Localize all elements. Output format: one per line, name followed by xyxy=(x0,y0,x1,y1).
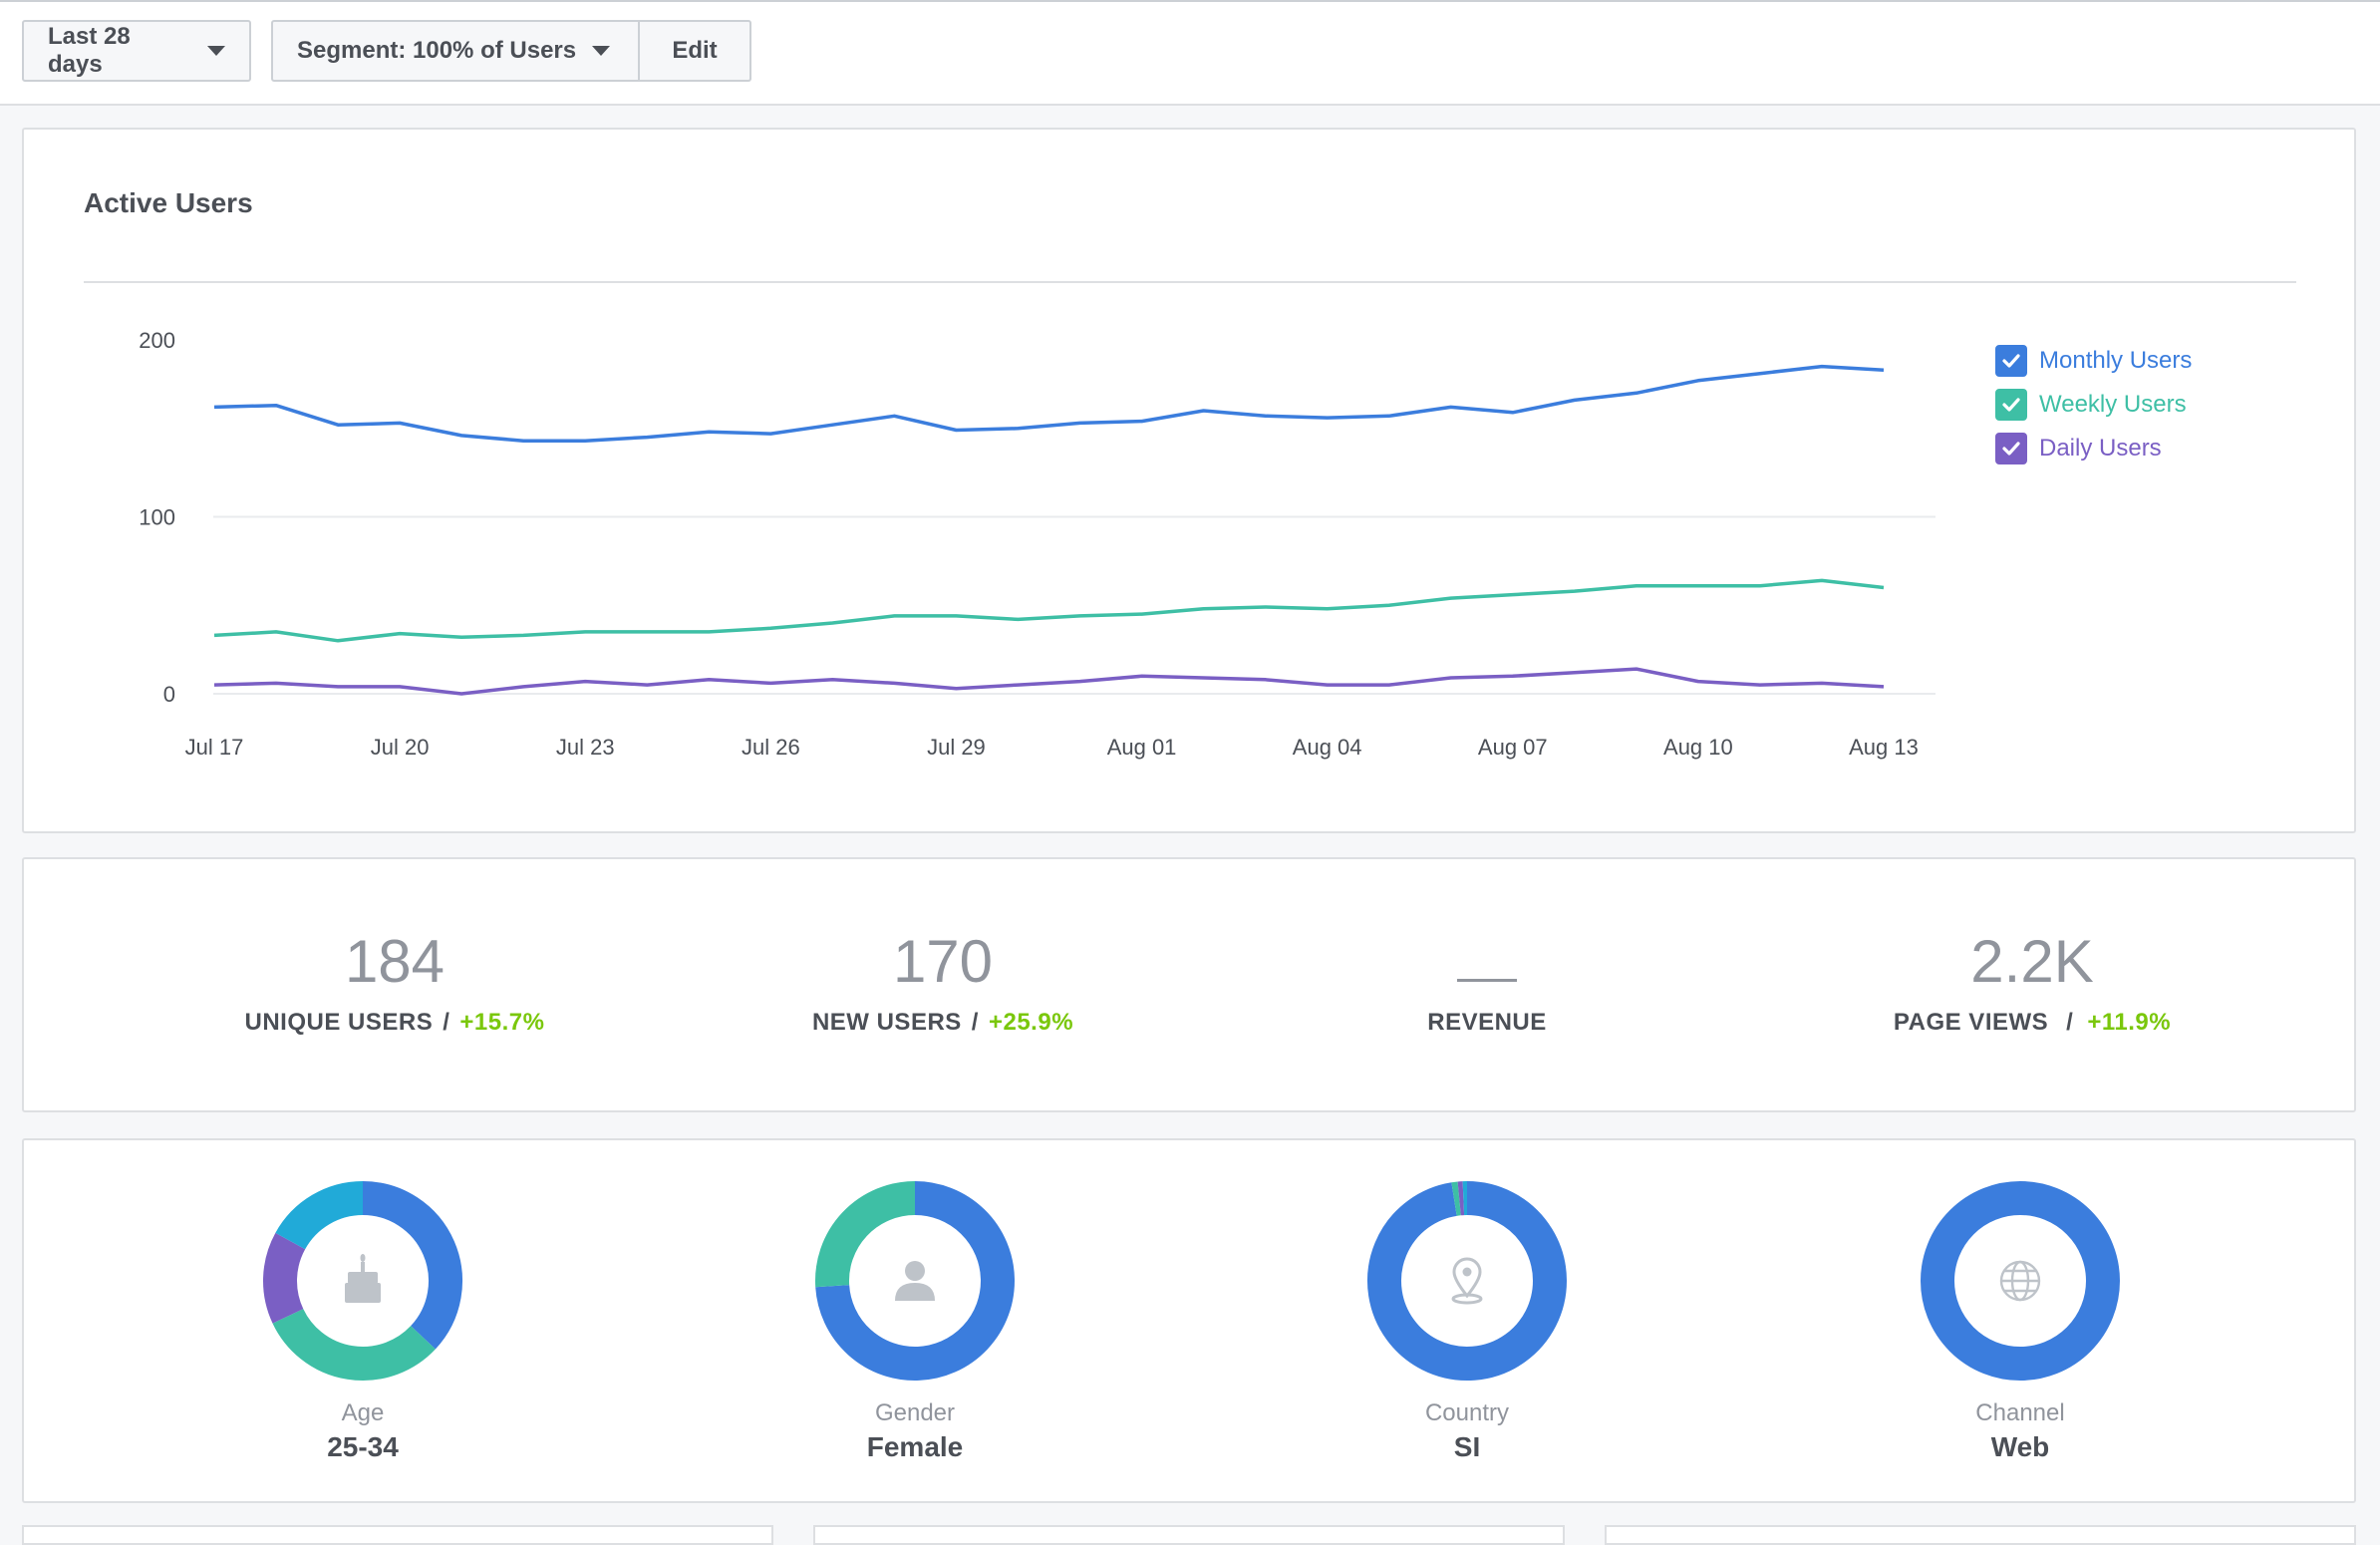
x-tick-label: Jul 23 xyxy=(556,735,615,760)
empty-value-dash xyxy=(1457,979,1517,982)
stat-label-row: PAGE VIEWS / +11.9% xyxy=(1783,1009,2281,1037)
age-donut-chart xyxy=(258,1176,467,1386)
date-range-dropdown[interactable]: Last 28 days xyxy=(22,20,251,82)
demographic-channel[interactable]: Channel Web xyxy=(1871,1176,2170,1463)
donut-segment xyxy=(288,1316,424,1364)
cake-icon xyxy=(345,1254,381,1303)
chevron-down-icon xyxy=(592,46,610,56)
checkbox-checked-icon[interactable] xyxy=(1995,345,2027,377)
donut-segment xyxy=(1454,1198,1459,1199)
y-tick-label: 100 xyxy=(139,505,175,530)
stat-value: 170 xyxy=(694,927,1192,997)
checkbox-checked-icon[interactable] xyxy=(1995,433,2027,464)
x-tick-label: Jul 29 xyxy=(927,735,986,760)
bottom-card-right xyxy=(1605,1525,2356,1545)
demographic-category: Channel xyxy=(1871,1399,2170,1427)
y-tick-label: 200 xyxy=(139,328,175,353)
series-line-daily-users[interactable] xyxy=(214,669,1884,694)
legend-label: Monthly Users xyxy=(2039,347,2192,375)
edit-label: Edit xyxy=(672,37,717,65)
demographic-value: SI xyxy=(1318,1431,1617,1463)
legend-item-weekly-users[interactable]: Weekly Users xyxy=(1995,383,2192,427)
stat-value: 2.2K xyxy=(1783,927,2281,997)
stat-change: +25.9% xyxy=(989,1009,1073,1036)
x-tick-label: Jul 26 xyxy=(742,735,800,760)
legend-label: Daily Users xyxy=(2039,435,2162,463)
demographic-gender[interactable]: Gender Female xyxy=(765,1176,1064,1463)
series-line-weekly-users[interactable] xyxy=(214,580,1884,640)
stat-label: NEW USERS xyxy=(812,1009,962,1036)
demographic-value: 25-34 xyxy=(213,1431,512,1463)
x-tick-label: Aug 07 xyxy=(1478,735,1548,760)
donut-segment xyxy=(832,1198,915,1286)
stat-page-views: 2.2K PAGE VIEWS / +11.9% xyxy=(1783,927,2281,1037)
stat-change: +11.9% xyxy=(2087,1009,2171,1036)
summary-stats-card: 184 UNIQUE USERS / +15.7% 170 NEW USERS / +2… xyxy=(22,857,2356,1112)
country-donut-chart xyxy=(1362,1176,1572,1386)
legend-label: Weekly Users xyxy=(2039,391,2187,419)
stat-label-row: NEW USERS / +25.9% xyxy=(694,1009,1192,1037)
stat-change: +15.7% xyxy=(459,1009,544,1036)
stat-label: REVENUE xyxy=(1427,1009,1547,1036)
stat-separator: / xyxy=(972,1009,979,1036)
demographic-age[interactable]: Age 25-34 xyxy=(213,1176,512,1463)
legend-item-monthly-users[interactable]: Monthly Users xyxy=(1995,339,2192,383)
segment-dropdown[interactable]: Segment: 100% of Users xyxy=(271,20,640,82)
segment-label: Segment: 100% of Users xyxy=(297,37,576,65)
demographic-country[interactable]: Country SI xyxy=(1318,1176,1617,1463)
x-tick-label: Jul 17 xyxy=(185,735,244,760)
stat-separator: / xyxy=(2066,1009,2073,1036)
x-tick-label: Aug 04 xyxy=(1293,735,1362,760)
stat-value: 184 xyxy=(146,927,644,997)
checkbox-checked-icon[interactable] xyxy=(1995,389,2027,421)
stat-revenue: REVENUE xyxy=(1238,927,1736,1037)
location-pin-icon xyxy=(1453,1259,1481,1303)
toolbar: Last 28 days Segment: 100% of Users Edit xyxy=(0,2,2380,106)
demographics-card: Age 25-34 Gender Female Country SI xyxy=(22,1138,2356,1503)
stat-label: UNIQUE USERS xyxy=(245,1009,434,1036)
y-tick-label: 0 xyxy=(163,682,175,707)
channel-donut-chart xyxy=(1916,1176,2125,1386)
x-tick-label: Aug 10 xyxy=(1663,735,1733,760)
chevron-down-icon xyxy=(207,46,225,56)
demographic-category: Gender xyxy=(765,1399,1064,1427)
stat-label-row: UNIQUE USERS / +15.7% xyxy=(146,1009,644,1037)
date-range-label: Last 28 days xyxy=(48,23,191,79)
gender-donut-chart xyxy=(810,1176,1020,1386)
edit-segment-button[interactable]: Edit xyxy=(640,20,751,82)
stat-new-users: 170 NEW USERS / +25.9% xyxy=(694,927,1192,1037)
donut-segment xyxy=(280,1241,290,1316)
active-users-line-chart: 0 100 200 Jul 17 Jul 20 Jul 23 Jul 26 Jul 29 Au… xyxy=(24,130,2354,831)
demographic-category: Country xyxy=(1318,1399,1617,1427)
donut-segment xyxy=(290,1198,363,1241)
donut-segment xyxy=(1384,1198,1550,1364)
x-tick-label: Aug 01 xyxy=(1107,735,1177,760)
demographic-value: Web xyxy=(1871,1431,2170,1463)
demographic-category: Age xyxy=(213,1399,512,1427)
x-tick-label: Jul 20 xyxy=(371,735,430,760)
donut-segment xyxy=(363,1198,446,1338)
stat-value-empty xyxy=(1238,927,1736,997)
chart-legend: Monthly Users Weekly Users Daily Users xyxy=(1995,339,2192,470)
stat-label: PAGE VIEWS xyxy=(1894,1009,2048,1036)
demographic-value: Female xyxy=(765,1431,1064,1463)
bottom-card-left xyxy=(22,1525,773,1545)
globe-icon xyxy=(2001,1262,2039,1300)
series-line-monthly-users[interactable] xyxy=(214,367,1884,442)
stat-unique-users: 184 UNIQUE USERS / +15.7% xyxy=(146,927,644,1037)
person-icon xyxy=(895,1261,935,1301)
legend-item-daily-users[interactable]: Daily Users xyxy=(1995,427,2192,470)
stat-label-row: REVENUE xyxy=(1238,1009,1736,1037)
x-tick-label: Aug 13 xyxy=(1849,735,1919,760)
stat-separator: / xyxy=(443,1009,449,1036)
bottom-card-middle xyxy=(813,1525,1565,1545)
